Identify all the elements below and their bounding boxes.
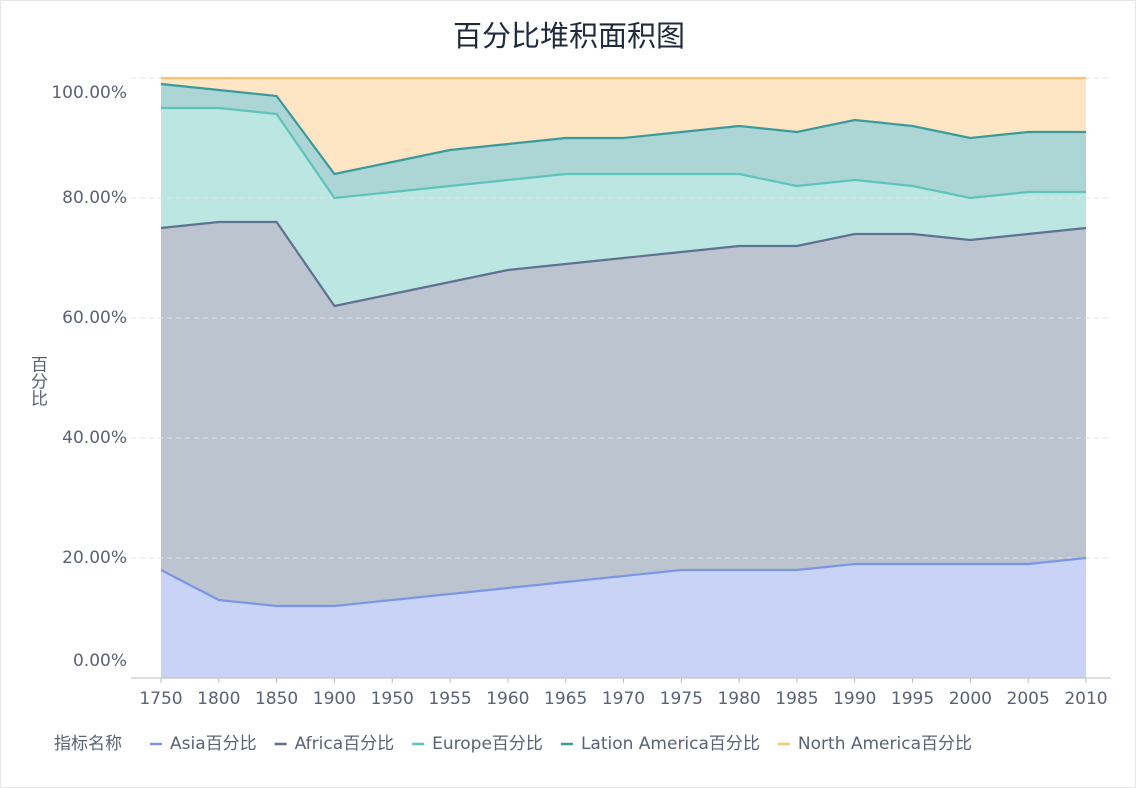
- legend-label: North America百分比: [798, 734, 972, 754]
- legend-label: Europe百分比: [432, 734, 543, 754]
- x-tick-label: 1985: [775, 689, 818, 709]
- area: [161, 222, 1086, 606]
- y-tick-label: 100.00%: [51, 83, 127, 103]
- x-tick-label: 1955: [428, 689, 471, 709]
- x-tick-label: 2005: [1007, 689, 1050, 709]
- x-tick-label: 1965: [544, 689, 587, 709]
- chart-title: 百分比堆积面积图: [453, 19, 685, 53]
- x-tick-label: 1750: [139, 689, 182, 709]
- legend-label: Asia百分比: [170, 734, 257, 754]
- x-tick-label: 2010: [1064, 689, 1107, 709]
- x-tick-label: 1990: [833, 689, 876, 709]
- x-tick-label: 1995: [891, 689, 934, 709]
- y-tick-label: 40.00%: [62, 428, 127, 448]
- area: [161, 108, 1086, 306]
- x-tick-label: 1980: [717, 689, 760, 709]
- x-tick-label: 1975: [660, 689, 703, 709]
- x-tick-label: 1900: [313, 689, 356, 709]
- legend-label: Africa百分比: [295, 734, 395, 754]
- series-line: [160, 220, 1087, 308]
- series-line: [160, 82, 1086, 176]
- y-tick-label: 60.00%: [62, 308, 127, 328]
- area: [161, 78, 1086, 174]
- x-tick-label: 1950: [371, 689, 414, 709]
- y-axis-label: 百分比: [27, 356, 48, 407]
- x-tick-label: 2000: [949, 689, 992, 709]
- y-tick-label: 20.00%: [62, 548, 127, 568]
- legend-title: 指标名称: [54, 734, 122, 754]
- y-tick-label: 80.00%: [62, 188, 127, 208]
- x-tick-label: 1970: [602, 689, 645, 709]
- x-tick-label: 1960: [486, 689, 529, 709]
- areas: [161, 78, 1086, 678]
- x-tick-label: 1850: [255, 689, 298, 709]
- area: [161, 558, 1086, 678]
- x-tick-label: 1800: [197, 689, 240, 709]
- y-tick-label: 0.00%: [73, 651, 127, 671]
- series-line: [160, 556, 1087, 608]
- legend-label: Lation America百分比: [581, 734, 760, 754]
- series-line: [161, 106, 1086, 200]
- area: [161, 84, 1086, 198]
